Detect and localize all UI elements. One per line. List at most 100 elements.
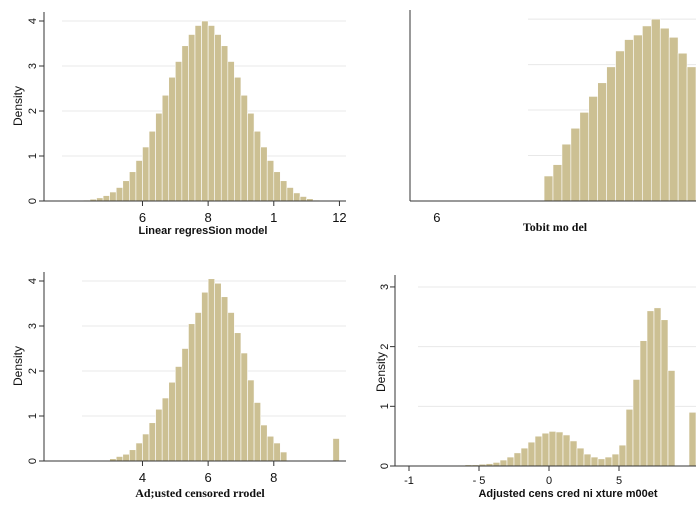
y-ticks: 0 1 2 3 4 — [27, 18, 44, 204]
x-tick-label: 4 — [139, 470, 146, 485]
histogram-bar — [227, 312, 235, 462]
histogram-bar — [175, 366, 183, 462]
histogram-bar — [266, 435, 275, 462]
histogram-bar — [201, 20, 209, 202]
x-tick-label: 6 — [139, 210, 146, 225]
histogram-bars — [457, 307, 696, 467]
histogram-bar — [122, 180, 130, 202]
x-tick-label: 0 — [546, 475, 552, 487]
x-tick-label: 6 — [433, 210, 440, 225]
histogram-bar — [583, 453, 592, 467]
histogram-bar — [260, 146, 268, 202]
histogram-bar — [606, 66, 616, 202]
histogram-bar — [148, 130, 156, 202]
histogram-bar — [207, 25, 215, 202]
histogram-bar — [513, 452, 522, 467]
x-ticks: -1 - 5 0 5 — [404, 466, 622, 487]
x-tick-label: 5 — [616, 475, 622, 487]
histogram-bar — [273, 171, 281, 202]
histogram-bar — [175, 61, 183, 202]
x-tick-label: - 5 — [473, 475, 486, 487]
y-tick-label: 3 — [27, 63, 39, 69]
histogram-bar — [234, 76, 242, 202]
histogram-bar — [129, 171, 137, 202]
histogram-bar — [122, 453, 130, 462]
y-axis-label: Density — [11, 346, 25, 386]
histogram-bar — [570, 127, 581, 202]
histogram-bar — [588, 96, 598, 202]
x-tick-label: 6 — [205, 470, 212, 485]
histogram-bar — [667, 370, 676, 467]
histogram-bar — [247, 112, 255, 202]
histogram-bar — [615, 50, 625, 202]
histogram-bar — [220, 45, 229, 202]
histogram-bar — [115, 187, 124, 202]
panel-adjusted-censored: 4 6 8 0 1 2 3 4 Density Ad;usted censored rrod… — [11, 272, 346, 500]
histogram-bar — [688, 411, 696, 467]
x-ticks: 4 6 8 — [139, 461, 277, 485]
x-axis-title: Linear regresSion model — [139, 225, 268, 237]
y-tick-label: 2 — [27, 368, 39, 374]
y-tick-label: 0 — [27, 198, 39, 204]
y-tick-label: 2 — [379, 344, 391, 350]
histogram-bar — [492, 462, 501, 467]
y-axis-label: Density — [374, 352, 388, 392]
x-tick-label: -1 — [404, 475, 414, 487]
histogram-bar — [686, 66, 696, 202]
y-tick-label: 4 — [27, 18, 39, 24]
x-tick-label: 8 — [205, 210, 212, 225]
histogram-bar — [632, 379, 641, 467]
histogram-bar — [280, 451, 288, 462]
x-tick-label: 1 — [270, 210, 277, 225]
histogram-bars — [109, 278, 340, 462]
histogram-bar — [552, 164, 563, 202]
histogram-bar — [569, 440, 578, 467]
histogram-bar — [260, 424, 268, 462]
histogram-bar — [161, 397, 170, 462]
histogram-bar — [181, 45, 189, 202]
histogram-bar — [543, 175, 554, 202]
histogram-bar — [155, 408, 163, 462]
histogram-bar — [527, 441, 536, 467]
x-ticks: 6 — [433, 210, 440, 225]
histogram-bar — [639, 340, 648, 467]
histogram-bar — [240, 94, 248, 202]
histogram-bar — [579, 112, 590, 202]
histogram-bar — [541, 432, 550, 467]
histogram-bar — [161, 94, 170, 202]
histogram-bar — [677, 52, 688, 202]
histogram-bar — [194, 312, 202, 462]
histogram-bar — [102, 195, 110, 202]
histogram-bar — [109, 191, 117, 202]
y-tick-label: 0 — [379, 463, 391, 469]
histogram-bars — [543, 18, 696, 202]
histogram-bar — [642, 25, 652, 202]
panel-tobit-model: 6 Tobit mo del — [409, 10, 696, 234]
histogram-bar — [280, 180, 288, 202]
histogram-bar — [188, 34, 196, 202]
histogram-bar — [659, 27, 670, 202]
histogram-bar — [293, 192, 301, 202]
histogram-bar — [633, 34, 643, 202]
histogram-bar — [562, 434, 571, 467]
x-axis-title: Tobit mo del — [523, 220, 588, 234]
histogram-bar — [624, 39, 634, 202]
histogram-bar — [214, 34, 222, 202]
histogram-bar — [135, 442, 143, 462]
histogram-bar — [668, 36, 679, 202]
histogram-bar — [576, 447, 585, 467]
histogram-bar — [207, 278, 215, 462]
y-axis-label: Density — [11, 86, 25, 126]
histogram-bar — [611, 453, 620, 467]
histogram-bar — [148, 422, 156, 462]
histogram-bar — [548, 431, 557, 467]
histogram-bar — [253, 402, 261, 462]
histogram-bar — [201, 291, 209, 462]
y-tick-label: 1 — [27, 413, 39, 419]
histogram-bar — [247, 379, 255, 462]
x-axis-title: Adjusted cens cred ni xture m00et — [478, 488, 657, 500]
histogram-bar — [181, 348, 189, 462]
histogram-bar — [604, 456, 613, 467]
y-tick-label: 1 — [379, 403, 391, 409]
histogram-bar — [286, 187, 294, 202]
